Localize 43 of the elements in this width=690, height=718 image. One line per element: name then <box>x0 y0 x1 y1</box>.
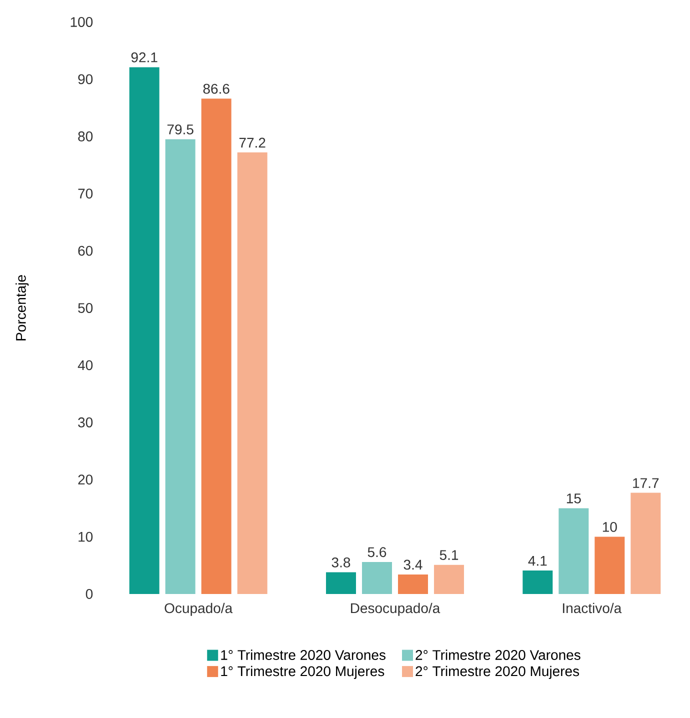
y-tick-label: 100 <box>70 17 93 27</box>
data-label: 77.2 <box>239 138 266 148</box>
data-label: 5.1 <box>440 550 458 560</box>
legend-label: 1° Trimestre 2020 Varones <box>221 650 386 660</box>
bar <box>201 98 232 594</box>
x-tick-label: Inactivo/a <box>562 602 622 614</box>
data-label: 3.8 <box>332 557 350 568</box>
y-tick-label: 30 <box>78 417 93 428</box>
bar <box>522 570 553 594</box>
x-tick-label: Desocupado/a <box>350 602 440 616</box>
y-tick-label: 60 <box>78 246 93 256</box>
y-tick-label: 20 <box>78 474 93 485</box>
data-label: 4.1 <box>528 556 547 566</box>
legend-label: 1° Trimestre 2020 Mujeres <box>221 666 384 679</box>
bar <box>165 139 196 594</box>
data-label: 79.5 <box>167 124 194 134</box>
y-tick-label: 50 <box>78 303 93 313</box>
data-label: 15 <box>566 494 581 504</box>
data-label: 17.7 <box>633 478 659 488</box>
bar <box>326 572 356 594</box>
bar <box>558 508 589 594</box>
bar <box>129 67 160 594</box>
bar <box>630 492 661 594</box>
y-tick-label: 70 <box>78 188 93 199</box>
bar <box>594 536 625 594</box>
y-tick-label: 90 <box>78 74 93 84</box>
data-label: 92.1 <box>131 52 158 62</box>
y-tick-label: 40 <box>78 360 93 370</box>
bar <box>237 152 268 594</box>
legend-label: 2° Trimestre 2020 Mujeres <box>416 666 580 679</box>
data-label: 5.6 <box>368 547 386 558</box>
x-tick-label: Ocupado/a <box>164 602 233 616</box>
y-tick-label: 0 <box>86 589 93 599</box>
legend-label: 2° Trimestre 2020 Varones <box>416 650 580 660</box>
bar <box>398 574 428 594</box>
bar <box>434 564 464 594</box>
y-axis-title: Porcentaje <box>16 275 29 340</box>
bar <box>362 562 392 594</box>
data-label: 3.4 <box>404 560 422 570</box>
y-tick-label: 10 <box>78 532 93 542</box>
y-tick-label: 80 <box>78 131 93 142</box>
data-label: 10 <box>602 522 617 532</box>
data-label: 86.6 <box>203 84 230 94</box>
